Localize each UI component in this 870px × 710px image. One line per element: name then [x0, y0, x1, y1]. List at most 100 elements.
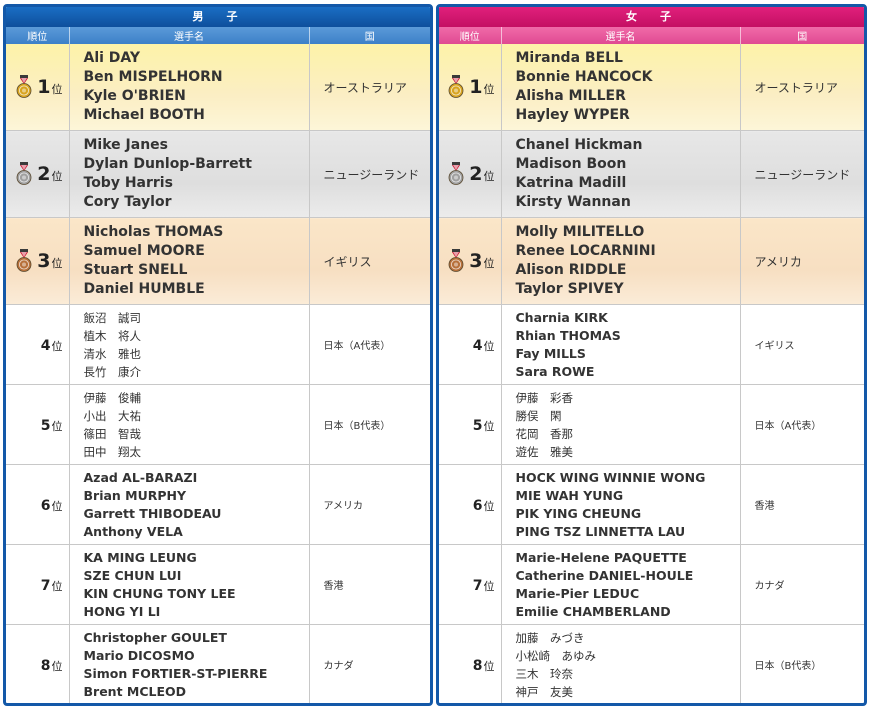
- country-cell: ニュージーランド: [309, 130, 430, 218]
- athlete-name: Nicholas THOMAS: [83, 224, 224, 240]
- athlete-name: Fay MILLS: [515, 345, 586, 361]
- rank-number: 1: [37, 76, 51, 98]
- athlete-name: Charnia KIRK: [515, 309, 608, 325]
- athlete-name: MIE WAH YUNG: [515, 487, 624, 503]
- table-row: 3位 Nicholas THOMAS Samuel MOORE Stuart SNEL…: [6, 217, 430, 305]
- women-panel-title: 女 子: [439, 7, 864, 27]
- athlete-name: Michael BOOTH: [83, 107, 205, 123]
- rank-cell: 2位: [439, 130, 502, 218]
- rank-suffix: 位: [483, 340, 495, 353]
- athlete-name: HOCK WING WINNIE WONG: [515, 469, 706, 485]
- rank-number: 8: [472, 658, 483, 674]
- rank-number: 4: [40, 338, 51, 354]
- table-row: 1位 Miranda BELL Bonnie HANCOCK Alisha MILLE…: [439, 44, 864, 131]
- rank-suffix: 位: [483, 420, 495, 433]
- athlete-name: Dylan Dunlop-Barrett: [83, 156, 252, 172]
- athlete-names-cell: Azad AL-BARAZI Brian MURPHY Garrett THIBOD…: [69, 464, 310, 545]
- rank-suffix: 位: [51, 660, 63, 673]
- athlete-name: 植木 将人: [83, 328, 142, 343]
- country-cell: イギリス: [740, 304, 864, 385]
- athlete-names-cell: Christopher GOULET Mario DICOSMO Simon FOR…: [69, 624, 310, 703]
- athlete-names-cell: 伊藤 彩香 勝俣 閑花岡 香那 遊佐 雅美: [501, 384, 741, 465]
- table-row: 7位 KA MING LEUNG SZE CHUN LUI KIN CHUNG TON…: [6, 544, 430, 625]
- rank-number: 3: [469, 250, 483, 272]
- athlete-name: KA MING LEUNG: [83, 549, 197, 565]
- athlete-names-cell: Marie-Helene PAQUETTE Catherine DANIEL-HO…: [501, 544, 741, 625]
- athlete-name: 花岡 香那: [515, 426, 574, 441]
- athlete-name: 田中 翔太: [83, 444, 142, 459]
- athlete-names-cell: KA MING LEUNG SZE CHUN LUI KIN CHUNG TONY …: [69, 544, 310, 625]
- athlete-name: Catherine DANIEL-HOULE: [515, 567, 694, 583]
- athlete-name: Brian MURPHY: [83, 487, 187, 503]
- country-cell: オーストラリア: [740, 44, 864, 131]
- athlete-name: Marie-Pier LEDUC: [515, 585, 640, 601]
- athlete-name: Brent MCLEOD: [83, 683, 187, 699]
- table-row: 5位 伊藤 俊輔 小出 大祐 篠田 智哉 田中 翔太 日本（B代表）: [6, 384, 430, 465]
- rank-column-header: 順位: [439, 27, 502, 44]
- athlete-name: 長竹 康介: [83, 364, 142, 379]
- table-row: 6位 Azad AL-BARAZI Brian MURPHY Garrett THIB…: [6, 464, 430, 545]
- country-column-header: 国: [740, 27, 864, 44]
- rank-cell: 3位: [6, 217, 70, 305]
- country-cell: 日本（B代表）: [309, 384, 430, 465]
- bronze-medal-icon: [448, 249, 464, 273]
- athlete-name: PING TSZ LINNETTA LAU: [515, 523, 686, 539]
- rank-suffix: 位: [51, 500, 63, 513]
- gold-medal-icon: [16, 75, 32, 99]
- athlete-names-cell: Charnia KIRK Rhian THOMAS Fay MILLS Sara RO…: [501, 304, 741, 385]
- table-row: 7位 Marie-Helene PAQUETTE Catherine DANIEL-…: [439, 544, 864, 625]
- rank-cell: 5位: [6, 384, 70, 465]
- rank-number: 1: [469, 76, 483, 98]
- table-row: 2位 Mike Janes Dylan Dunlop-Barrett Toby Har…: [6, 130, 430, 218]
- athlete-name: 清水 雅也: [83, 346, 142, 361]
- rank-suffix: 位: [483, 257, 495, 270]
- table-row: 1位 Ali DAY Ben MISPELHORN Kyle O'BRIEN Micha…: [6, 44, 430, 131]
- athlete-name: Hayley WYPER: [515, 107, 630, 123]
- country-cell: 香港: [740, 464, 864, 545]
- athlete-names-cell: 伊藤 俊輔 小出 大祐 篠田 智哉 田中 翔太: [69, 384, 310, 465]
- athlete-names-cell: Molly MILITELLO Renee LOCARNINI Alison RID…: [501, 217, 741, 305]
- athlete-name: Sara ROWE: [515, 363, 595, 379]
- men-table-body: 1位 Ali DAY Ben MISPELHORN Kyle O'BRIEN Micha…: [6, 44, 430, 703]
- men-header-row: 順位 選手名 国: [6, 27, 430, 44]
- rank-suffix: 位: [51, 170, 63, 183]
- rank-cell: 8位: [6, 624, 70, 703]
- table-row: 2位 Chanel Hickman Madison Boon Katrina Madi…: [439, 130, 864, 218]
- country-cell: カナダ: [309, 624, 430, 703]
- athlete-name: Mike Janes: [83, 137, 169, 153]
- athlete-names-cell: Mike Janes Dylan Dunlop-Barrett Toby Harri…: [69, 130, 310, 218]
- athlete-name: 神戸 友美: [515, 684, 574, 699]
- athlete-name: 三木 玲奈: [515, 666, 574, 681]
- rank-suffix: 位: [51, 340, 63, 353]
- athlete-name: Kyle O'BRIEN: [83, 88, 186, 104]
- rank-cell: 8位: [439, 624, 502, 703]
- athlete-name: Renee LOCARNINI: [515, 243, 656, 259]
- rank-suffix: 位: [51, 83, 63, 96]
- athlete-name: Garrett THIBODEAU: [83, 505, 222, 521]
- bronze-medal-icon: [16, 249, 32, 273]
- table-row: 6位 HOCK WING WINNIE WONG MIE WAH YUNG PIK Y…: [439, 464, 864, 545]
- rank-number: 2: [37, 163, 51, 185]
- table-row: 8位 加藤 みづき 小松崎 あゆみ 三木 玲奈 神戸 友美 日本（B代表）: [439, 624, 864, 703]
- athlete-names-cell: HOCK WING WINNIE WONG MIE WAH YUNG PIK YIN…: [501, 464, 741, 545]
- athlete-name: 伊藤 俊輔: [83, 390, 142, 405]
- name-column-header: 選手名: [69, 27, 310, 44]
- rank-suffix: 位: [483, 660, 495, 673]
- women-header-row: 順位 選手名 国: [439, 27, 864, 44]
- rank-suffix: 位: [483, 170, 495, 183]
- country-column-header: 国: [309, 27, 430, 44]
- athlete-name: HONG YI LI: [83, 603, 161, 619]
- athlete-names-cell: Ali DAY Ben MISPELHORN Kyle O'BRIEN Michael…: [69, 44, 310, 131]
- country-cell: オーストラリア: [309, 44, 430, 131]
- athlete-name: Simon FORTIER-ST-PIERRE: [83, 665, 268, 681]
- athlete-name: Ben MISPELHORN: [83, 69, 223, 85]
- rank-number: 5: [472, 418, 483, 434]
- athlete-name: Chanel Hickman: [515, 137, 643, 153]
- athlete-names-cell: Chanel Hickman Madison Boon Katrina Madill…: [501, 130, 741, 218]
- rank-cell: 6位: [6, 464, 70, 545]
- silver-medal-icon: [448, 162, 464, 186]
- athlete-name: 飯沼 誠司: [83, 310, 142, 325]
- rank-suffix: 位: [51, 580, 63, 593]
- table-row: 8位 Christopher GOULET Mario DICOSMO Simon F…: [6, 624, 430, 703]
- rank-cell: 7位: [6, 544, 70, 625]
